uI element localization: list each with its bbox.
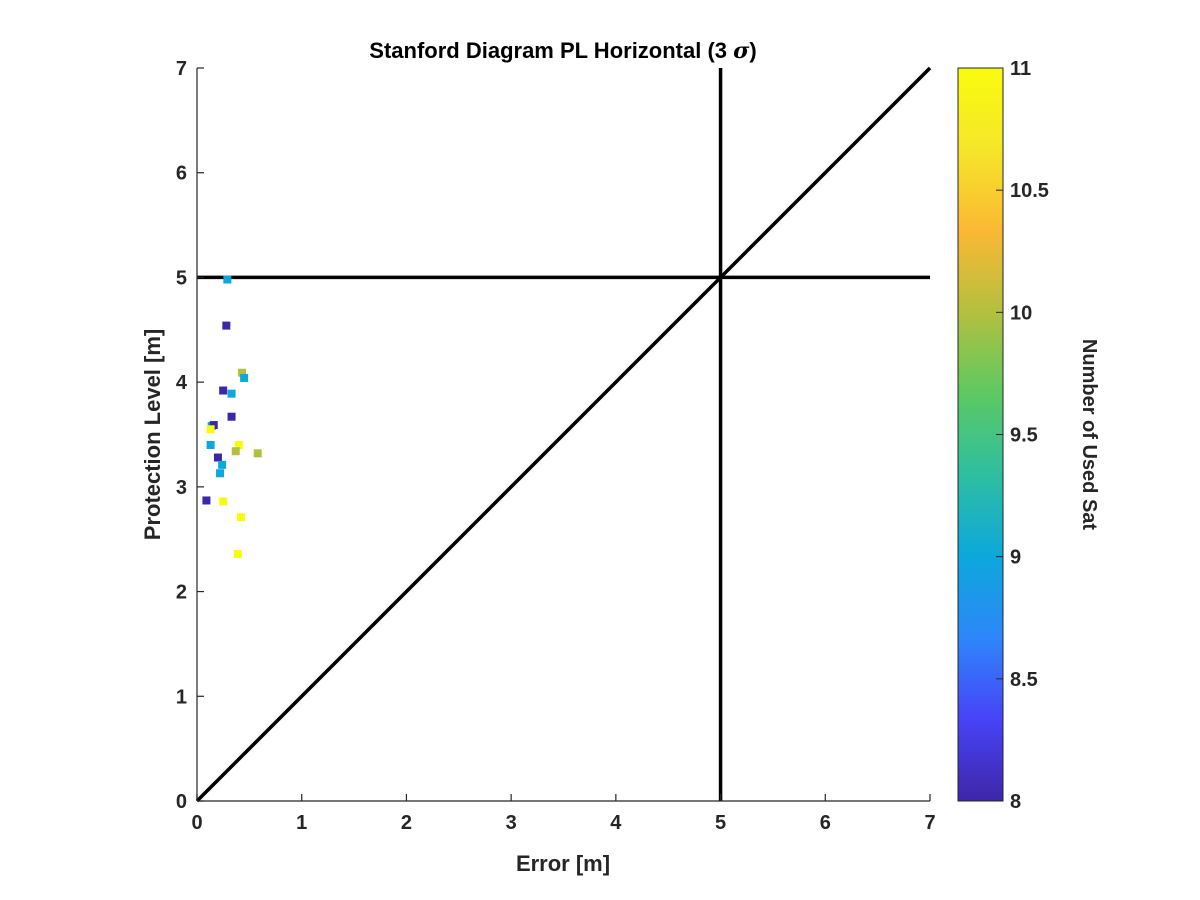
chart-title: Stanford Diagram PL Horizontal (3 σ) <box>369 38 756 64</box>
x-tick-label: 7 <box>924 812 935 834</box>
axes-box <box>196 68 930 802</box>
data-point <box>218 460 227 469</box>
data-point <box>206 440 215 449</box>
y-tick-label: 6 <box>176 163 187 185</box>
data-point <box>238 368 247 377</box>
colorbar-tick-label: 8 <box>1010 791 1021 813</box>
y-axis-ticks: 0 1 2 3 4 5 6 7 <box>176 58 204 813</box>
colorbar-tick-label: 9.5 <box>1010 425 1038 447</box>
data-point <box>222 321 231 330</box>
reference-lines <box>195 66 932 803</box>
colorbar-tick-label: 10.5 <box>1010 180 1049 202</box>
data-point <box>209 421 218 430</box>
data-point <box>234 440 243 449</box>
plot-area: 0 1 2 3 4 5 6 7 0 1 2 3 4 5 6 7 <box>176 58 936 834</box>
x-tick-label: 1 <box>296 812 307 834</box>
y-tick-label: 3 <box>176 477 187 499</box>
x-tick-label: 5 <box>715 812 726 834</box>
data-point <box>223 275 232 284</box>
data-point <box>206 425 215 434</box>
data-point <box>231 447 240 456</box>
x-axis-label: Error [m] <box>516 851 610 876</box>
y-tick-label: 5 <box>176 267 187 289</box>
x-tick-label: 2 <box>401 812 412 834</box>
data-point <box>219 497 228 506</box>
colorbar-tick-label: 10 <box>1010 302 1032 324</box>
data-point <box>219 386 228 395</box>
y-tick-label: 1 <box>176 686 187 708</box>
y-tick-label: 7 <box>176 58 187 80</box>
data-point <box>216 469 225 478</box>
data-points <box>202 275 262 558</box>
colorbar-tick-label: 8.5 <box>1010 669 1038 691</box>
y-tick-label: 4 <box>176 372 188 394</box>
data-point <box>227 412 236 421</box>
data-point <box>253 449 262 458</box>
data-point <box>240 373 249 382</box>
data-point <box>202 496 211 505</box>
data-point <box>236 513 245 522</box>
x-tick-label: 3 <box>506 812 517 834</box>
colorbar-tick-label: 9 <box>1010 547 1021 569</box>
data-point <box>213 453 222 462</box>
x-tick-label: 6 <box>820 812 831 834</box>
colorbar-ticks: 8 8.5 9 9.5 10 10.5 11 <box>996 58 1049 813</box>
colorbar-gradient <box>958 68 1003 801</box>
colorbar-tick-label: 11 <box>1010 58 1031 80</box>
y-tick-label: 0 <box>176 791 187 813</box>
colorbar: 8 8.5 9 9.5 10 10.5 11 Number of Used Sat <box>957 58 1100 813</box>
x-tick-label: 4 <box>610 812 622 834</box>
y-tick-label: 2 <box>176 582 187 604</box>
colorbar-label: Number of Used Sat <box>1078 339 1100 530</box>
x-axis-ticks: 0 1 2 3 4 5 6 7 <box>191 794 936 834</box>
diagonal-line <box>195 66 932 803</box>
data-point <box>233 549 242 558</box>
y-axis-label: Protection Level [m] <box>140 329 165 540</box>
data-point <box>227 389 236 398</box>
x-tick-label: 0 <box>191 812 202 834</box>
